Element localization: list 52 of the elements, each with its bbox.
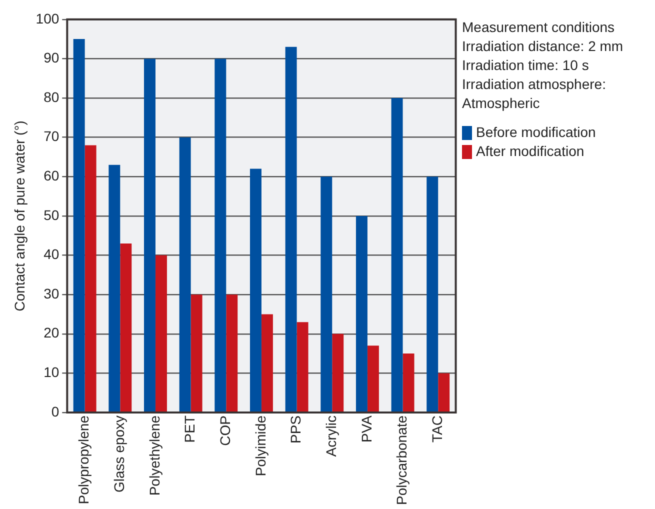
x-tick-label: Acrylic bbox=[322, 415, 339, 457]
x-tick-label: Polyethylene bbox=[146, 415, 162, 496]
bar bbox=[391, 98, 403, 412]
legend-label: Before modification bbox=[476, 123, 596, 142]
bar bbox=[190, 294, 202, 412]
y-tick-label: 100 bbox=[36, 10, 60, 26]
bar bbox=[155, 255, 167, 412]
y-tick-label: 50 bbox=[44, 206, 60, 223]
bar bbox=[250, 168, 262, 412]
x-tick-label: Glass epoxy bbox=[111, 415, 128, 493]
text: Irradiation atmosphere: bbox=[462, 75, 607, 94]
y-tick-label: 80 bbox=[44, 88, 60, 105]
y-tick-label: 70 bbox=[44, 128, 60, 144]
x-tick-label: PVA bbox=[358, 414, 374, 442]
x-tick-label: Polycarbonate bbox=[394, 415, 410, 506]
legend-label: After modification bbox=[476, 142, 584, 161]
bar bbox=[108, 164, 120, 412]
bar bbox=[332, 334, 344, 412]
y-tick-label: 60 bbox=[44, 168, 60, 184]
bar bbox=[73, 39, 85, 412]
y-tick-label: 10 bbox=[44, 364, 60, 380]
y-tick-label: 0 bbox=[51, 403, 60, 420]
y-tick-label: 20 bbox=[44, 324, 60, 341]
y-axis-title: Contact angle of pure water (°) bbox=[11, 120, 28, 312]
x-tick-label: PPS bbox=[288, 415, 304, 444]
x-tick-label: TAC bbox=[428, 415, 445, 442]
text: Measurement conditions bbox=[462, 18, 616, 37]
bar bbox=[426, 176, 438, 412]
bar bbox=[296, 322, 308, 412]
bar bbox=[320, 176, 332, 412]
bar bbox=[356, 216, 368, 412]
y-tick-label: 40 bbox=[44, 246, 60, 262]
bar bbox=[214, 58, 226, 412]
bar bbox=[261, 314, 273, 412]
bar bbox=[285, 46, 297, 412]
bar bbox=[367, 346, 379, 412]
bar bbox=[84, 145, 96, 412]
text: Irradiation time: 10 s bbox=[462, 56, 590, 75]
text: Atmospheric bbox=[462, 94, 541, 113]
text: Irradiation distance: 2 mm bbox=[462, 37, 624, 56]
x-tick-label: Polyimide bbox=[252, 415, 268, 476]
x-tick-label: PET bbox=[182, 415, 198, 443]
bar bbox=[226, 294, 238, 412]
bar bbox=[120, 243, 132, 412]
bar bbox=[438, 373, 450, 412]
x-tick-label: Polypropylene bbox=[76, 415, 92, 504]
y-tick-label: 90 bbox=[44, 50, 60, 66]
y-tick-label: 30 bbox=[44, 285, 60, 302]
bar bbox=[144, 58, 156, 412]
bar bbox=[402, 354, 414, 412]
x-tick-label: COP bbox=[216, 415, 233, 446]
bar bbox=[179, 137, 191, 412]
